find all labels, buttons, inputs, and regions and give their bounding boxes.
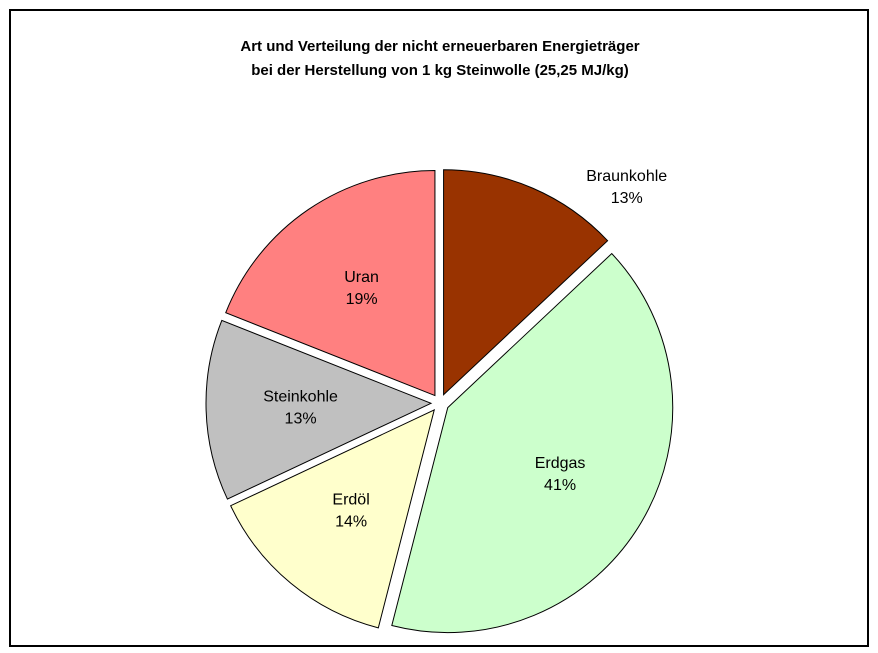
slice-label: Steinkohle: [263, 389, 338, 406]
pie-slice: [391, 252, 674, 634]
slice-label: Erdöl: [332, 492, 369, 509]
slice-label: Braunkohle: [586, 168, 667, 185]
chart-title: bei der Herstellung von 1 kg Steinwolle …: [251, 62, 629, 79]
slice-value-label: 19%: [346, 291, 378, 308]
pie-slice: [205, 319, 433, 500]
slice-value-label: 13%: [611, 190, 643, 207]
pie-slice: [443, 169, 609, 396]
slice-value-label: 14%: [335, 514, 367, 531]
slice-value-label: 41%: [544, 477, 576, 494]
pie-slice: [225, 170, 436, 397]
chart-title: Art und Verteilung der nicht erneuerbare…: [240, 38, 639, 55]
slice-label: Erdgas: [535, 455, 586, 472]
pie-slice: [230, 409, 436, 629]
slice-value-label: 13%: [285, 411, 317, 428]
slice-label: Uran: [344, 269, 379, 286]
